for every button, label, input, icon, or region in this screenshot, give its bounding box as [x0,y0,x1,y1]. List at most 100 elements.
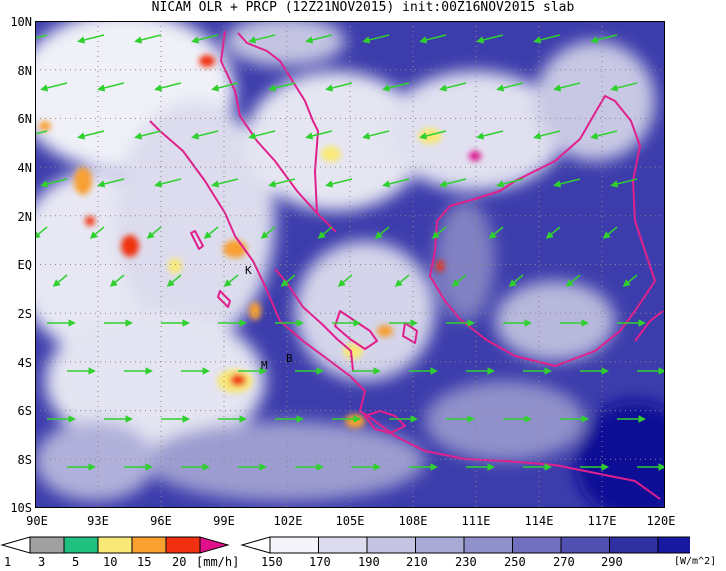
y-tick-6n: 6N [17,112,32,126]
prcp-level-10: 10 [103,555,118,569]
wind-arrow [565,274,581,287]
wind-arrow [337,274,353,287]
x-tick-117e: 117E [587,514,617,528]
wind-arrow [317,226,333,239]
prcp-colorbar-swatch [29,536,65,554]
wind-vectors [35,34,665,471]
olr-unit: [W/m^2] [674,556,717,567]
olr-colorbar-swatch [463,536,513,554]
wind-arrow [134,130,162,140]
olr-colorbar-swatch [269,536,319,554]
wind-arrow [268,178,296,188]
map-title: NICAM OLR + PRCP (12Z21NOV2015) init:00Z… [151,0,575,15]
y-tick-6s: 6S [17,404,32,418]
wind-arrow [382,178,410,188]
wind-arrow [325,178,353,188]
olr-colorbar-swatch [560,536,610,554]
grid-lines [35,21,665,508]
y-tick-8n: 8N [17,64,32,78]
wind-arrow [496,178,524,188]
olr-level-190: 190 [358,555,380,569]
olr-colorbar-swatch [415,536,465,554]
wind-arrow [166,274,182,287]
prcp-level-3: 3 [38,555,46,569]
prcp-colorbar-swatch [131,536,167,554]
wind-arrow [35,130,48,135]
wind-arrow [260,226,276,239]
wind-arrow [622,274,638,287]
wind-arrow [325,82,353,92]
prcp-colorbar-swatch [97,536,133,554]
olr-colorbar-swatch [318,536,368,554]
wind-arrow [146,226,162,239]
y-tick-10s: 10S [10,501,32,515]
y-tick-2s: 2S [17,307,32,321]
x-tick-90e: 90E [26,514,48,528]
wind-arrow [451,274,467,287]
prcp-colorbar-swatch [165,536,201,554]
wind-arrow [77,34,105,44]
wind-arrow [223,274,239,287]
x-tick-96e: 96E [150,514,172,528]
y-tick-eq: EQ [17,258,32,272]
prcp-colorbar-under [0,536,31,554]
wind-arrow [590,34,618,44]
wind-arrow [109,274,125,287]
wind-arrow [89,226,105,239]
olr-level-150: 150 [261,555,283,569]
olr-colorbar-swatch [657,536,690,554]
wind-arrow [553,82,581,92]
wind-arrow [362,130,390,140]
wind-arrow [533,34,561,44]
olr-field [35,21,665,508]
wind-arrow [211,178,239,188]
olr-colorbar-swatch [512,536,562,554]
x-tick-102e: 102E [273,514,303,528]
wind-arrow [362,34,390,44]
y-tick-4n: 4N [17,161,32,175]
x-tick-105e: 105E [335,514,365,528]
y-tick-8s: 8S [17,453,32,467]
station-labels: K M B [245,264,293,372]
wind-arrow [496,82,524,92]
label-m: M [261,359,268,372]
precip-cells [39,55,481,428]
wind-arrow [40,178,68,188]
wind-arrow [553,178,581,188]
wind-arrow [52,274,68,287]
prcp-level-20: 20 [172,555,187,569]
wind-arrow [431,226,447,239]
prcp-unit: [mm/h] [196,555,240,569]
olr-level-210: 210 [406,555,428,569]
wind-arrow [191,130,219,140]
prcp-level-1: 1 [4,555,12,569]
wind-arrow [382,82,410,92]
wind-arrow [508,274,524,287]
map-frame [35,21,665,508]
label-b: B [286,352,293,365]
wind-arrow [476,130,504,140]
wind-arrow [602,226,618,239]
x-tick-108e: 108E [398,514,428,528]
wind-arrow [77,130,105,140]
prcp-level-5: 5 [72,555,80,569]
label-k: K [245,264,252,277]
prcp-level-15: 15 [137,555,152,569]
wind-arrow [545,226,561,239]
olr-colorbar [240,536,690,554]
precip-colorbar [0,536,230,554]
wind-arrow [374,226,390,239]
prcp-colorbar-over [199,536,230,554]
y-tick-4s: 4S [17,356,32,370]
wind-arrow [419,34,447,44]
olr-level-270: 270 [553,555,575,569]
wind-arrow [248,34,276,44]
olr-level-170: 170 [309,555,331,569]
wind-arrow [35,34,48,39]
wind-arrow [35,226,48,239]
wind-arrow [610,82,638,92]
wind-arrow [203,226,219,239]
olr-precip-map: K M B [35,21,665,508]
wind-arrow [305,34,333,44]
olr-colorbar-under [240,536,271,554]
